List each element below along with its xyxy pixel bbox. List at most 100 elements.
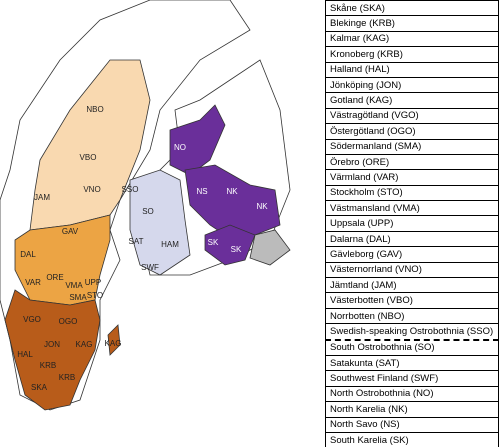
map-label: SAT <box>129 237 144 246</box>
table-row: Gotland (KAG) <box>325 92 499 109</box>
table-row: Örebro (ORE) <box>325 153 499 171</box>
table-cell: North Karelia (NK) <box>325 401 499 418</box>
map-label: KAG <box>105 339 122 348</box>
map: NBO VBO VNO JAM GAV DAL SSO SO SAT HAM SWF NO NS NK NK… <box>0 0 291 411</box>
table-row: Stockholm (STO) <box>325 184 499 202</box>
map-label: JON <box>44 340 60 349</box>
map-label: JAM <box>34 193 50 202</box>
map-label: NS <box>196 187 207 196</box>
table-row: Jönköping (JON) <box>325 76 499 94</box>
table-row: Uppsala (UPP) <box>325 215 499 232</box>
table-row: Västmansland (VMA) <box>325 200 499 217</box>
table-row: Halland (HAL) <box>325 61 499 78</box>
table-row: Southwest Finland (SWF) <box>325 370 499 387</box>
table-row: North Karelia (NK) <box>325 401 499 418</box>
map-label: ORE <box>46 273 63 282</box>
table-row: Värmland (VAR) <box>325 169 499 186</box>
map-label: SO <box>142 207 154 216</box>
table-row: Västernorrland (VNO) <box>325 261 499 279</box>
table-row: North Savo (NS) <box>325 416 499 433</box>
table-cell: Blekinge (KRB) <box>325 15 499 32</box>
map-shapes <box>0 0 291 411</box>
table-row: Kalmar (KAG) <box>325 30 499 48</box>
table-cell: Västerbotten (VBO) <box>325 292 499 309</box>
map-label: SK <box>231 245 242 254</box>
table-cell: Halland (HAL) <box>325 61 499 78</box>
table-row: North Ostrobothnia (NO) <box>325 385 499 403</box>
map-label: NBO <box>86 105 103 114</box>
map-label: SWF <box>141 263 159 272</box>
map-label: KRB <box>40 361 56 370</box>
table-row: Satakunta (SAT) <box>325 354 499 372</box>
table-row: Gävleborg (GAV) <box>325 246 499 263</box>
table-cell: Västragötland (VGO) <box>325 107 499 125</box>
map-label: SKA <box>31 383 48 392</box>
map-label: VMA <box>65 281 83 290</box>
table-row: Skåne (SKA) <box>325 0 499 17</box>
table-cell: Örebro (ORE) <box>325 153 499 171</box>
table-cell: Uppsala (UPP) <box>325 215 499 232</box>
map-label: HAM <box>161 240 179 249</box>
map-label: HAL <box>17 350 33 359</box>
sweden-south <box>4 289 101 411</box>
finland-west <box>129 169 191 276</box>
table-row: Västragötland (VGO) <box>325 107 499 125</box>
table-cell: Stockholm (STO) <box>325 184 499 202</box>
table-cell: Kronoberg (KRB) <box>325 46 499 63</box>
map-label: GAV <box>62 227 79 236</box>
table-cell: South Karelia (SK) <box>325 431 499 447</box>
table-cell: North Savo (NS) <box>325 416 499 433</box>
finland-east <box>184 164 281 236</box>
table-row: Jämtland (JAM) <box>325 277 499 294</box>
finland-sk <box>204 224 256 266</box>
map-label: NO <box>174 143 186 152</box>
table-cell: Jönköping (JON) <box>325 76 499 94</box>
table-cell: Kalmar (KAG) <box>325 30 499 48</box>
table-cell: Gotland (KAG) <box>325 92 499 109</box>
table-cell: Swedish-speaking Ostrobothnia (SSO) <box>325 323 499 341</box>
map-label: VAR <box>25 278 41 287</box>
map-label: SMA <box>69 293 87 302</box>
table-cell: Satakunta (SAT) <box>325 354 499 372</box>
finland-no <box>169 104 226 176</box>
map-label: SK <box>208 238 219 247</box>
table-cell: Jämtland (JAM) <box>325 277 499 294</box>
table-row: South Ostrobothnia (SO) <box>325 338 499 356</box>
map-label: STO <box>87 291 103 300</box>
table-cell: Skåne (SKA) <box>325 0 499 17</box>
table-cell: Dalarna (DAL) <box>325 230 499 248</box>
map-label: SSO <box>122 185 139 194</box>
table-cell: North Ostrobothnia (NO) <box>325 385 499 403</box>
map-label: OGO <box>59 317 78 326</box>
table-cell: Gävleborg (GAV) <box>325 246 499 263</box>
sweden-north <box>29 59 151 231</box>
map-label: NK <box>256 202 268 211</box>
map-label: VBO <box>80 153 97 162</box>
russia-lake <box>249 229 291 266</box>
table-cell: Norrbotten (NBO) <box>325 307 499 325</box>
table-cell: Östergötland (OGO) <box>325 123 499 140</box>
table-row: Blekinge (KRB) <box>325 15 499 32</box>
table-cell: Västernorrland (VNO) <box>325 261 499 279</box>
table-row: Kronoberg (KRB) <box>325 46 499 63</box>
table-cell: South Ostrobothnia (SO) <box>325 338 499 356</box>
table-cell: Värmland (VAR) <box>325 169 499 186</box>
table-row: Södermanland (SMA) <box>325 138 499 155</box>
table-cell: Västmansland (VMA) <box>325 200 499 217</box>
map-label: VNO <box>83 185 100 194</box>
table-cell: Southwest Finland (SWF) <box>325 370 499 387</box>
legend-table: Skåne (SKA) Blekinge (KRB) Kalmar (KAG) Kro… <box>325 0 499 447</box>
map-label: UPP <box>85 278 101 287</box>
table-row: Västerbotten (VBO) <box>325 292 499 309</box>
gotland <box>107 324 121 356</box>
map-label: KAG <box>76 340 93 349</box>
table-cell: Södermanland (SMA) <box>325 138 499 155</box>
table-row: Norrbotten (NBO) <box>325 307 499 325</box>
map-label: NK <box>226 187 238 196</box>
map-labels: NBO VBO VNO JAM GAV DAL SSO SO SAT HAM SWF NO NS NK NK… <box>17 105 268 392</box>
map-label: DAL <box>20 250 36 259</box>
table-row: South Karelia (SK) <box>325 431 499 447</box>
map-label: KRB <box>59 373 75 382</box>
table-row: Dalarna (DAL) <box>325 230 499 248</box>
table-row: Swedish-speaking Ostrobothnia (SSO) <box>325 323 499 341</box>
